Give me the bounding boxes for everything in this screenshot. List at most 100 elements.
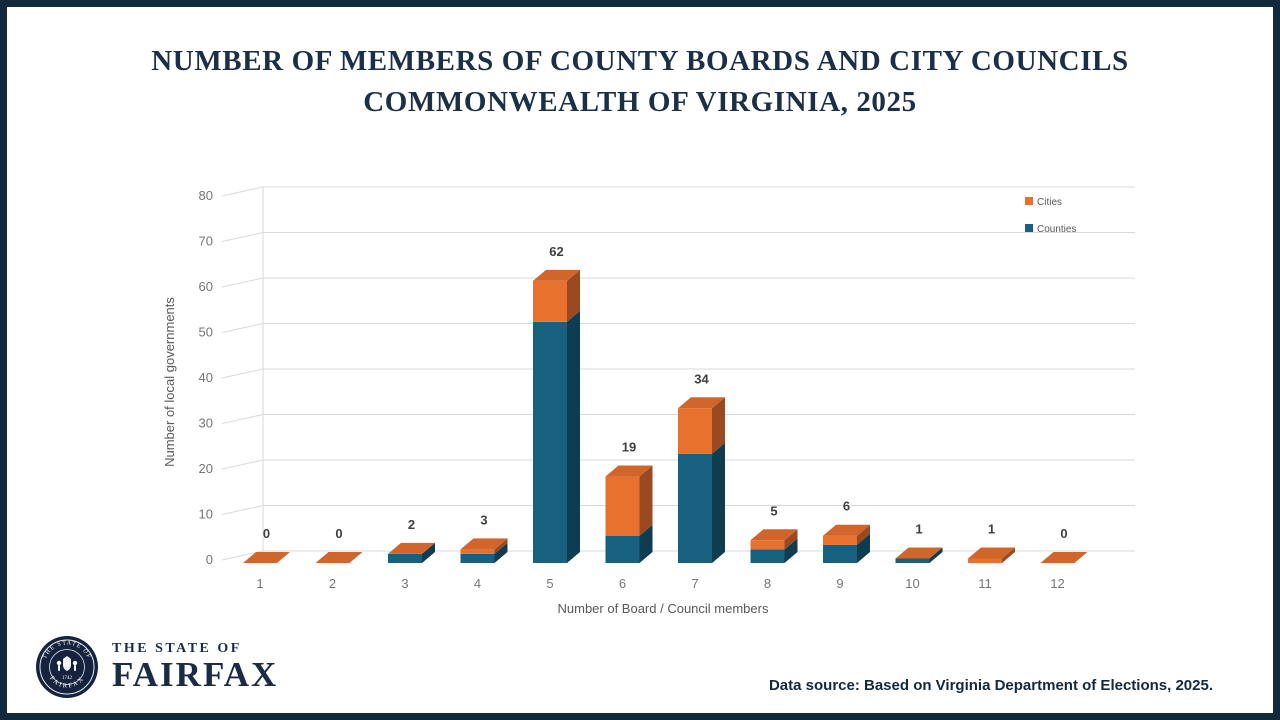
bar-segment-cities-side xyxy=(1002,547,1015,563)
bar-total-label: 34 xyxy=(694,371,709,386)
fairfax-wordmark: THE STATE OF FAIRFAX xyxy=(112,641,278,693)
x-tick-label: 7 xyxy=(691,576,698,591)
gridline-stub xyxy=(221,368,264,379)
x-tick-label: 5 xyxy=(546,576,553,591)
bar-segment-cities-side xyxy=(857,524,870,545)
y-tick-label: 20 xyxy=(199,461,213,476)
bar-total-label: 2 xyxy=(408,517,415,532)
bar-total-label: 3 xyxy=(480,512,487,527)
y-tick-label: 70 xyxy=(199,234,213,249)
bar-total-label: 0 xyxy=(263,526,270,541)
bar-top-face xyxy=(388,542,435,554)
bar-total-label: 1 xyxy=(988,521,995,536)
gridline-stub xyxy=(221,232,264,242)
seal-crest-icon xyxy=(56,656,78,671)
bar-top-face xyxy=(1040,552,1088,563)
bar-segment-counties-side xyxy=(494,542,508,563)
bar-segment-cities xyxy=(678,408,712,454)
bar-top-face xyxy=(823,524,870,536)
legend-label-cities: Cities xyxy=(1037,197,1062,208)
bar-total-label: 0 xyxy=(1060,526,1067,541)
bar-top-face xyxy=(895,547,943,559)
chart-title: NUMBER OF MEMBERS OF COUNTY BOARDS AND C… xyxy=(7,41,1273,123)
legend-swatch-cities-icon xyxy=(1025,197,1033,205)
bar-segment-cities-side xyxy=(494,538,508,554)
y-tick-label: 40 xyxy=(199,370,213,385)
bar-segment-cities xyxy=(823,535,857,545)
bar-top-face xyxy=(315,552,363,563)
stacked-bar-chart: 0102030405060708001022334625196347586911… xyxy=(162,186,1135,616)
title-line-2: COMMONWEALTH OF VIRGINIA, 2025 xyxy=(363,86,917,118)
bar-top-face xyxy=(678,397,725,409)
y-tick-label: 0 xyxy=(206,552,213,567)
bar-segment-cities xyxy=(605,476,640,536)
bar-segment-counties xyxy=(895,558,930,563)
bar-total-label: 1 xyxy=(915,521,922,536)
bar-segment-counties xyxy=(823,544,857,563)
bar-top-face xyxy=(243,552,290,563)
bar-segment-counties-side xyxy=(929,547,943,563)
bar-segment-cities xyxy=(968,558,1002,563)
bar-total-label: 0 xyxy=(335,526,342,541)
gridline-stub xyxy=(221,414,264,424)
y-axis-title: Number of local governments xyxy=(162,297,177,467)
bar-segment-cities-side xyxy=(784,529,798,550)
x-tick-label: 4 xyxy=(474,576,481,591)
gridline-stub xyxy=(221,277,264,288)
bar-segment-cities xyxy=(533,280,567,322)
y-tick-label: 50 xyxy=(199,325,213,340)
x-tick-label: 3 xyxy=(401,576,408,591)
bar-top-face xyxy=(460,538,508,550)
bar-segment-counties-side xyxy=(422,542,435,563)
bar-segment-counties xyxy=(750,549,785,563)
title-line-1: NUMBER OF MEMBERS OF COUNTY BOARDS AND C… xyxy=(151,45,1129,77)
y-tick-label: 30 xyxy=(199,416,213,431)
legend-label-counties: Counties xyxy=(1037,224,1076,235)
data-source-note: Data source: Based on Virginia Departmen… xyxy=(768,677,1213,694)
bar-segment-counties xyxy=(388,553,422,563)
bar-top-face xyxy=(533,269,580,281)
bar-total-label: 62 xyxy=(549,244,563,259)
bar-segment-cities-side xyxy=(712,397,725,454)
bar-total-label: 6 xyxy=(843,499,850,514)
bar-segment-counties-side xyxy=(857,533,870,563)
bar-segment-counties xyxy=(605,535,640,563)
gridline-stub xyxy=(221,186,264,197)
bar-segment-cities-side xyxy=(567,269,580,322)
bar-total-label: 5 xyxy=(770,503,777,518)
bar-top-face xyxy=(605,465,653,477)
gridline-stub xyxy=(221,323,264,333)
bar-segment-cities xyxy=(750,540,785,550)
seal-year: 1742 xyxy=(62,676,73,681)
x-tick-label: 8 xyxy=(764,576,771,591)
bar-segment-counties xyxy=(678,453,712,563)
bar-segment-counties xyxy=(533,321,567,563)
y-tick-label: 10 xyxy=(199,507,213,522)
fairfax-seal-icon: THE STATE OF FAIRFAX 1742 xyxy=(36,636,98,698)
x-tick-label: 2 xyxy=(329,576,336,591)
bar-segment-cities-side xyxy=(639,465,653,536)
bar-segment-counties xyxy=(460,553,495,563)
x-tick-label: 12 xyxy=(1050,576,1064,591)
bar-segment-counties-side xyxy=(639,524,653,563)
gridline-stub xyxy=(221,505,264,515)
x-tick-label: 11 xyxy=(978,576,992,591)
bar-top-face xyxy=(750,529,798,541)
bar-segment-counties-side xyxy=(712,442,725,563)
x-tick-label: 9 xyxy=(836,576,843,591)
x-axis-title: Number of Board / Council members xyxy=(558,601,769,616)
footer-logo: THE STATE OF FAIRFAX 1742 THE STATE OF F… xyxy=(35,635,278,699)
x-tick-label: 10 xyxy=(905,576,919,591)
y-tick-label: 60 xyxy=(199,279,213,294)
bar-total-label: 19 xyxy=(622,440,636,455)
wordmark-top: THE STATE OF xyxy=(112,641,242,656)
y-tick-label: 80 xyxy=(199,188,213,203)
bar-segment-counties-side xyxy=(784,538,798,563)
bar-segment-cities xyxy=(460,549,495,554)
legend-swatch-counties-icon xyxy=(1025,224,1033,232)
gridline-stub xyxy=(221,459,264,470)
x-tick-label: 6 xyxy=(619,576,626,591)
wordmark-main: FAIRFAX xyxy=(112,655,279,694)
bar-segment-counties-side xyxy=(567,310,580,563)
